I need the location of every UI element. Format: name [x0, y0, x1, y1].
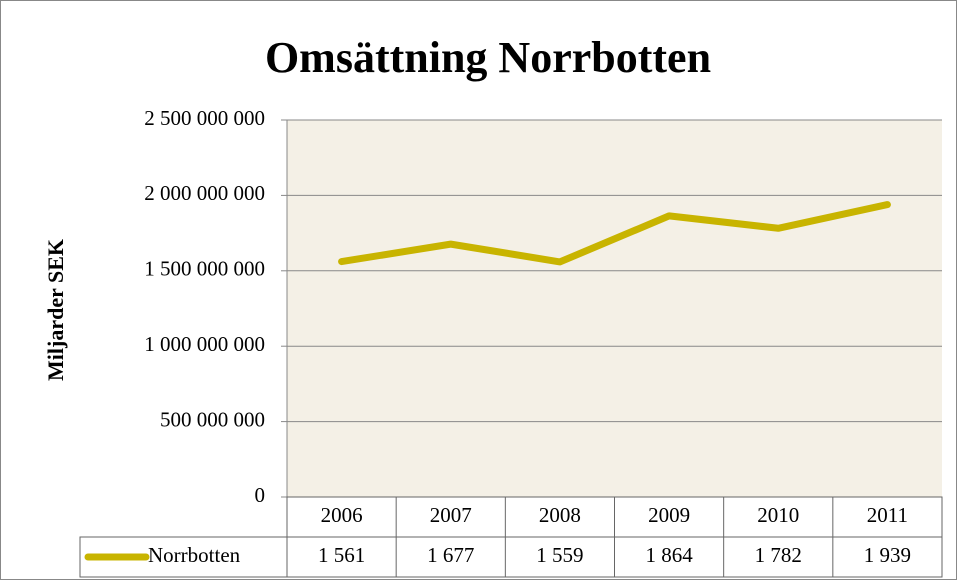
y-tick-label: 2 500 000 000 [144, 106, 265, 130]
x-tick-label: 2006 [321, 503, 363, 527]
table-value: 1 561 [318, 543, 365, 567]
y-tick-label: 1 000 000 000 [144, 332, 265, 356]
table-value: 1 782 [755, 543, 802, 567]
table-value: 1 677 [427, 543, 474, 567]
x-tick-label: 2011 [867, 503, 908, 527]
x-tick-label: 2008 [539, 503, 581, 527]
x-tick-label: 2009 [648, 503, 690, 527]
y-tick-label: 1 500 000 000 [144, 257, 265, 281]
data-line [338, 201, 891, 266]
table-value: 1 939 [864, 543, 911, 567]
y-axis-label: Miljarder SEK [43, 239, 68, 381]
legend-label: Norrbotten [148, 543, 241, 567]
y-tick-label: 500 000 000 [160, 407, 265, 431]
x-tick-label: 2007 [430, 503, 472, 527]
y-tick-label: 0 [255, 483, 266, 507]
y-tick-label: 2 000 000 000 [144, 181, 265, 205]
table-values [79, 536, 943, 578]
x-tick-label: 2010 [757, 503, 799, 527]
chart-title: Omsättning Norrbotten [265, 33, 711, 82]
table-value: 1 559 [536, 543, 583, 567]
plot-area [287, 120, 942, 497]
table-value: 1 864 [645, 543, 693, 567]
